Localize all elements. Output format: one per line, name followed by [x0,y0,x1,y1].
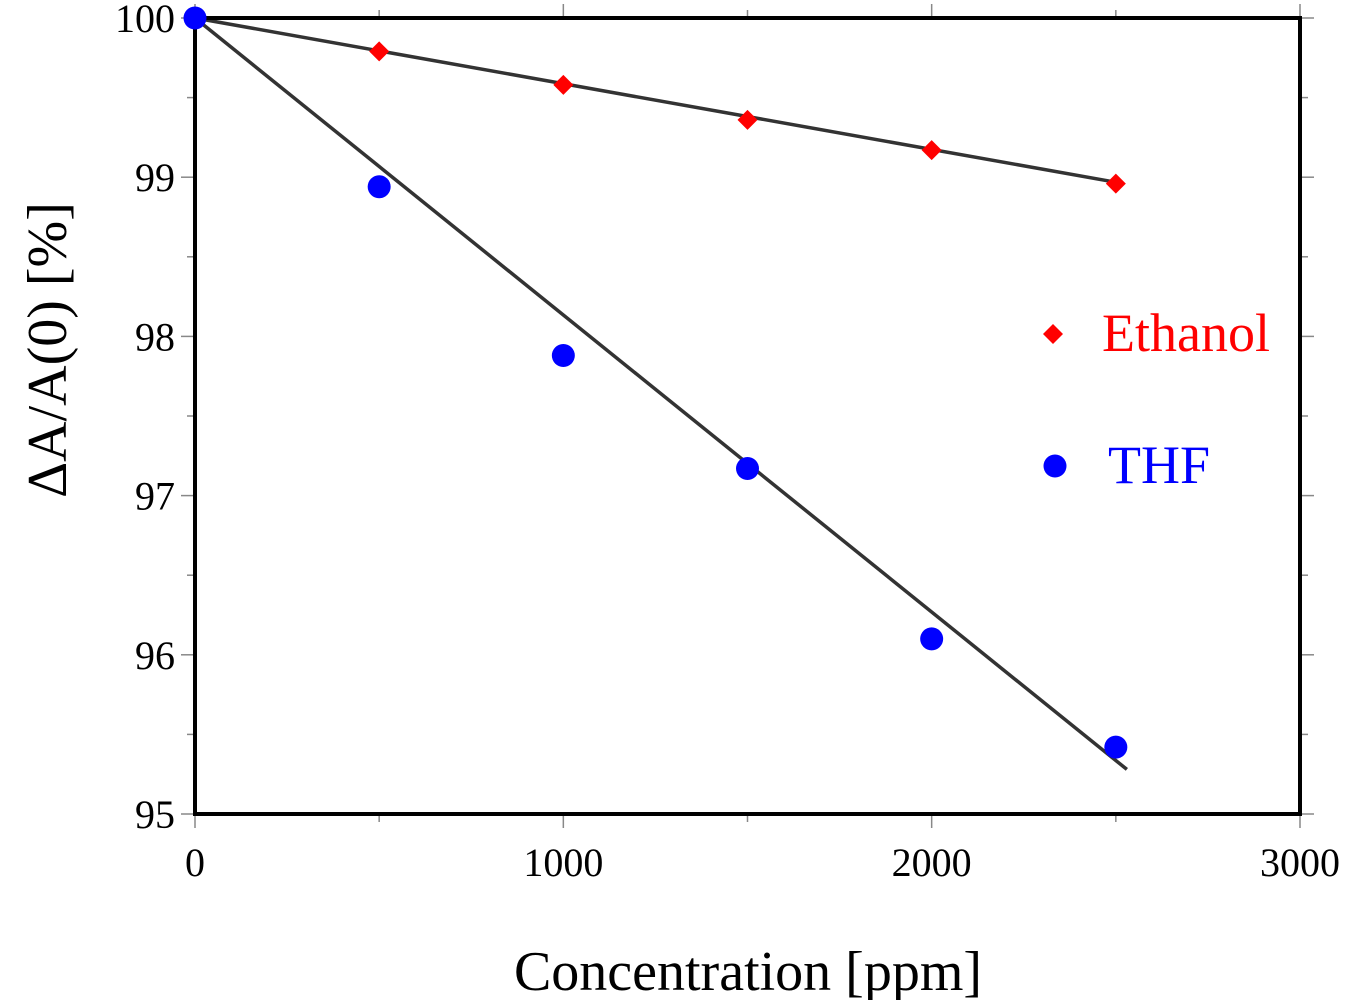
y-tick-label: 98 [135,314,175,359]
x-axis-title: Concentration [ppm] [514,941,982,1000]
legend-label-ethanol: Ethanol [1102,303,1270,363]
data-point-ethanol [553,74,574,95]
data-point-ethanol [921,140,942,161]
data-point-ethanol [737,109,758,130]
data-point-thf [367,175,391,199]
y-tick-label: 97 [135,474,175,519]
data-point-thf [183,6,207,30]
plot-frame [193,16,1302,816]
legend-marker-ethanol [1043,324,1063,344]
data-point-thf [920,627,944,651]
y-tick-label: 95 [135,792,175,837]
y-tick-label: 100 [115,0,175,41]
y-axis-title: ΔA/A(0) [%] [17,202,79,498]
x-tick-label: 1000 [523,840,603,885]
y-tick-label: 99 [135,155,175,200]
legend-marker-thf [1043,454,1067,478]
data-point-thf [736,457,759,481]
fit-line-ethanol [194,16,1124,186]
y-tick-labels: 95 96 97 98 99 100 [115,0,175,837]
legend: Ethanol THF [1043,303,1270,495]
x-tick-label: 0 [185,840,205,885]
legend-label-thf: THF [1108,435,1210,495]
x-tick-labels: 0 1000 2000 3000 [185,840,1340,885]
fit-line-thf [193,16,1128,771]
y-tick-label: 96 [135,633,175,678]
data-point-thf [551,344,575,368]
x-tick-label: 2000 [892,840,972,885]
data-markers [183,6,1128,759]
data-point-ethanol [1105,173,1126,194]
fit-lines [193,16,1128,771]
x-tick-label: 3000 [1260,840,1340,885]
data-point-ethanol [369,41,390,62]
data-point-thf [1104,735,1128,759]
